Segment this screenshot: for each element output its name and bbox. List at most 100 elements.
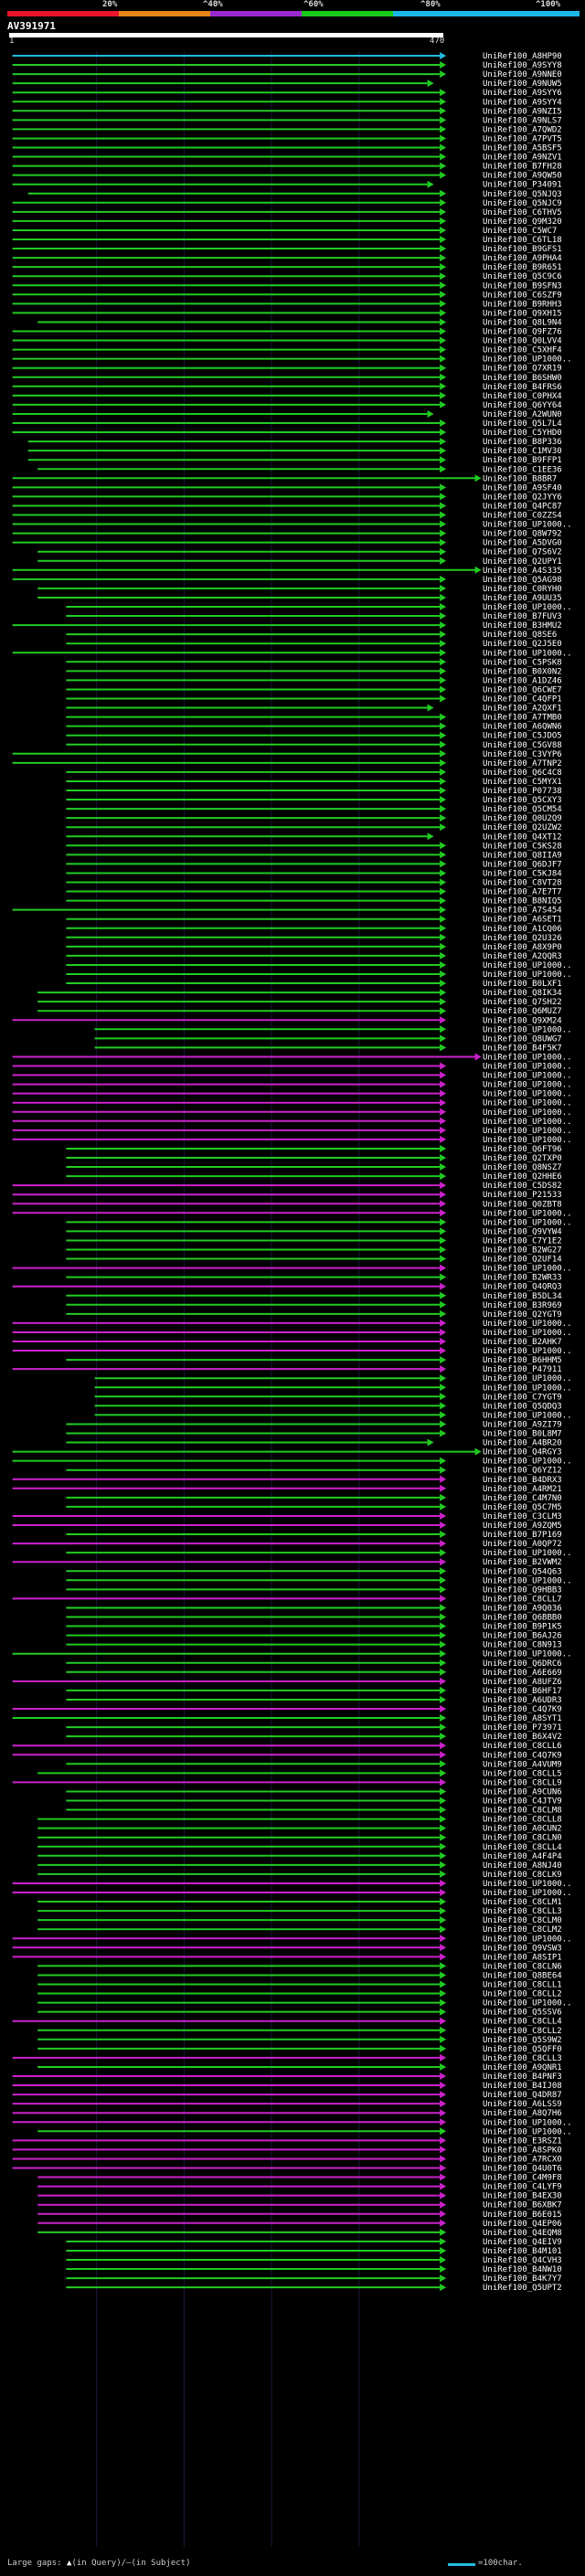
- hit-label[interactable]: UniRef100_A9QNR1: [483, 2063, 562, 2072]
- hit-label[interactable]: UniRef100_C8CLN0: [483, 1834, 562, 1843]
- hit-label[interactable]: UniRef100_P21533: [483, 1191, 562, 1200]
- hit-label[interactable]: UniRef100_UP1000..: [483, 1218, 572, 1227]
- hit-label[interactable]: UniRef100_Q8L9N4: [483, 318, 562, 327]
- hit-label[interactable]: UniRef100_Q2UPY1: [483, 557, 562, 567]
- hit-label[interactable]: UniRef100_Q6BBB0: [483, 1614, 562, 1623]
- hit-label[interactable]: UniRef100_Q4EIV9: [483, 2238, 562, 2247]
- hit-label[interactable]: UniRef100_P34091: [483, 181, 562, 190]
- hit-label[interactable]: UniRef100_C8CLL4: [483, 2018, 562, 2027]
- hit-label[interactable]: UniRef100_A4VUM9: [483, 1760, 562, 1769]
- hit-label[interactable]: UniRef100_Q5SSV6: [483, 2009, 562, 2018]
- hit-label[interactable]: UniRef100_P07738: [483, 787, 562, 796]
- hit-label[interactable]: UniRef100_B5DL34: [483, 1292, 562, 1301]
- hit-label[interactable]: UniRef100_Q6C4C8: [483, 769, 562, 778]
- hit-label[interactable]: UniRef100_B7FH28: [483, 163, 562, 172]
- hit-label[interactable]: UniRef100_UP1000..: [483, 1063, 572, 1072]
- hit-label[interactable]: UniRef100_Q8IK34: [483, 989, 562, 998]
- hit-label[interactable]: UniRef100_Q4XT12: [483, 832, 562, 842]
- hit-label[interactable]: UniRef100_C3VYP6: [483, 750, 562, 759]
- hit-label[interactable]: UniRef100_UP1000..: [483, 2118, 572, 2127]
- hit-label[interactable]: UniRef100_UP1000..: [483, 1072, 572, 1081]
- hit-label[interactable]: UniRef100_Q2TXP0: [483, 1154, 562, 1163]
- hit-label[interactable]: UniRef100_C8CLM1: [483, 1898, 562, 1907]
- hit-label[interactable]: UniRef100_UP1000..: [483, 1320, 572, 1329]
- hit-label[interactable]: UniRef100_C8CLL6: [483, 1742, 562, 1751]
- hit-label[interactable]: UniRef100_B4EX30: [483, 2192, 562, 2201]
- hit-label[interactable]: UniRef100_B4IJ08: [483, 2082, 562, 2091]
- hit-label[interactable]: UniRef100_Q4DR87: [483, 2091, 562, 2100]
- hit-label[interactable]: UniRef100_Q8UWG7: [483, 1034, 562, 1044]
- hit-label[interactable]: UniRef100_A4F4P4: [483, 1852, 562, 1861]
- hit-label[interactable]: UniRef100_Q2JYY6: [483, 493, 562, 502]
- hit-label[interactable]: UniRef100_A8X9P0: [483, 943, 562, 952]
- hit-label[interactable]: UniRef100_A9SF40: [483, 483, 562, 493]
- hit-label[interactable]: UniRef100_UP1000..: [483, 1118, 572, 1127]
- hit-label[interactable]: UniRef100_UP1000..: [483, 1025, 572, 1034]
- hit-label[interactable]: UniRef100_C8CLM8: [483, 1807, 562, 1816]
- hit-label[interactable]: UniRef100_B7FUV3: [483, 612, 562, 621]
- hit-label[interactable]: UniRef100_B2WG27: [483, 1246, 562, 1256]
- hit-label[interactable]: UniRef100_B9P1K5: [483, 1623, 562, 1632]
- hit-label[interactable]: UniRef100_Q5UPT2: [483, 2284, 562, 2293]
- hit-label[interactable]: UniRef100_C8CLL5: [483, 1769, 562, 1778]
- hit-label[interactable]: UniRef100_B3R969: [483, 1301, 562, 1310]
- hit-label[interactable]: UniRef100_C8CLM2: [483, 1925, 562, 1935]
- hit-label[interactable]: UniRef100_B6SHW0: [483, 374, 562, 383]
- hit-label[interactable]: UniRef100_Q4EP06: [483, 2220, 562, 2229]
- hit-label[interactable]: UniRef100_Q5NJC9: [483, 199, 562, 208]
- hit-label[interactable]: UniRef100_C8CLK9: [483, 1871, 562, 1880]
- hit-label[interactable]: UniRef100_A6UDR3: [483, 1696, 562, 1705]
- hit-label[interactable]: UniRef100_C5WC7: [483, 227, 557, 236]
- hit-label[interactable]: UniRef100_A6E669: [483, 1669, 562, 1678]
- hit-label[interactable]: UniRef100_C5YHD0: [483, 429, 562, 438]
- hit-label[interactable]: UniRef100_A4BR20: [483, 1439, 562, 1448]
- hit-label[interactable]: UniRef100_UP1000..: [483, 1576, 572, 1585]
- hit-label[interactable]: UniRef100_Q0ZBT8: [483, 1200, 562, 1209]
- hit-label[interactable]: UniRef100_UP1000..: [483, 1935, 572, 1944]
- hit-label[interactable]: UniRef100_C4Q7K9: [483, 1751, 562, 1760]
- hit-label[interactable]: UniRef100_C8CLL3: [483, 1907, 562, 1916]
- hit-label[interactable]: UniRef100_UP1000..: [483, 521, 572, 530]
- hit-label[interactable]: UniRef100_Q9M320: [483, 217, 562, 227]
- hit-label[interactable]: UniRef100_Q5AG98: [483, 576, 562, 585]
- hit-label[interactable]: UniRef100_B6E015: [483, 2210, 562, 2220]
- hit-label[interactable]: UniRef100_Q8W792: [483, 530, 562, 539]
- hit-label[interactable]: UniRef100_B2WR33: [483, 1274, 562, 1283]
- hit-label[interactable]: UniRef100_UP1000..: [483, 1411, 572, 1420]
- hit-label[interactable]: UniRef100_C6SZF9: [483, 291, 562, 300]
- hit-label[interactable]: UniRef100_A0CUN2: [483, 1825, 562, 1834]
- hit-label[interactable]: UniRef100_C8N913: [483, 1641, 562, 1650]
- hit-label[interactable]: UniRef100_C8CLL4: [483, 1843, 562, 1852]
- hit-label[interactable]: UniRef100_Q5CM54: [483, 805, 562, 814]
- hit-label[interactable]: UniRef100_UP1000..: [483, 1383, 572, 1393]
- hit-label[interactable]: UniRef100_A8Q7H6: [483, 2109, 562, 2118]
- hit-label[interactable]: UniRef100_Q7S6V2: [483, 548, 562, 557]
- hit-label[interactable]: UniRef100_B6HF17: [483, 1687, 562, 1696]
- hit-label[interactable]: UniRef100_Q4PC87: [483, 502, 562, 511]
- hit-label[interactable]: UniRef100_UP1000..: [483, 1053, 572, 1062]
- hit-label[interactable]: UniRef100_A7E7T7: [483, 888, 562, 897]
- hit-label[interactable]: UniRef100_A7S454: [483, 906, 562, 916]
- hit-label[interactable]: UniRef100_Q6FT96: [483, 1145, 562, 1154]
- hit-label[interactable]: UniRef100_A9QW50: [483, 172, 562, 181]
- hit-label[interactable]: UniRef100_C4Q7K9: [483, 1705, 562, 1714]
- hit-label[interactable]: UniRef100_UP1000..: [483, 1127, 572, 1136]
- hit-label[interactable]: UniRef100_Q8BE64: [483, 1971, 562, 1980]
- hit-label[interactable]: UniRef100_C8CLL2: [483, 1990, 562, 1999]
- hit-label[interactable]: UniRef100_Q5L7L4: [483, 419, 562, 429]
- hit-label[interactable]: UniRef100_Q0U2Q9: [483, 814, 562, 823]
- hit-label[interactable]: UniRef100_B0LXF1: [483, 980, 562, 989]
- hit-label[interactable]: UniRef100_A0QP72: [483, 1540, 562, 1549]
- hit-label[interactable]: UniRef100_Q4QRQ3: [483, 1283, 562, 1292]
- hit-label[interactable]: UniRef100_C5KJ84: [483, 869, 562, 878]
- hit-label[interactable]: UniRef100_UP1000..: [483, 1090, 572, 1099]
- hit-label[interactable]: UniRef100_A1CQ06: [483, 925, 562, 934]
- hit-label[interactable]: UniRef100_A7TMB0: [483, 714, 562, 723]
- hit-label[interactable]: UniRef100_B4F5K7: [483, 1044, 562, 1053]
- hit-label[interactable]: UniRef100_Q2YGT9: [483, 1310, 562, 1320]
- hit-label[interactable]: UniRef100_A7QWD2: [483, 125, 562, 134]
- hit-label[interactable]: UniRef100_B4K7Y7: [483, 2274, 562, 2284]
- hit-label[interactable]: UniRef100_A9ZI79: [483, 1420, 562, 1429]
- hit-label[interactable]: UniRef100_C0PHX4: [483, 392, 562, 401]
- hit-label[interactable]: UniRef100_P73971: [483, 1723, 562, 1733]
